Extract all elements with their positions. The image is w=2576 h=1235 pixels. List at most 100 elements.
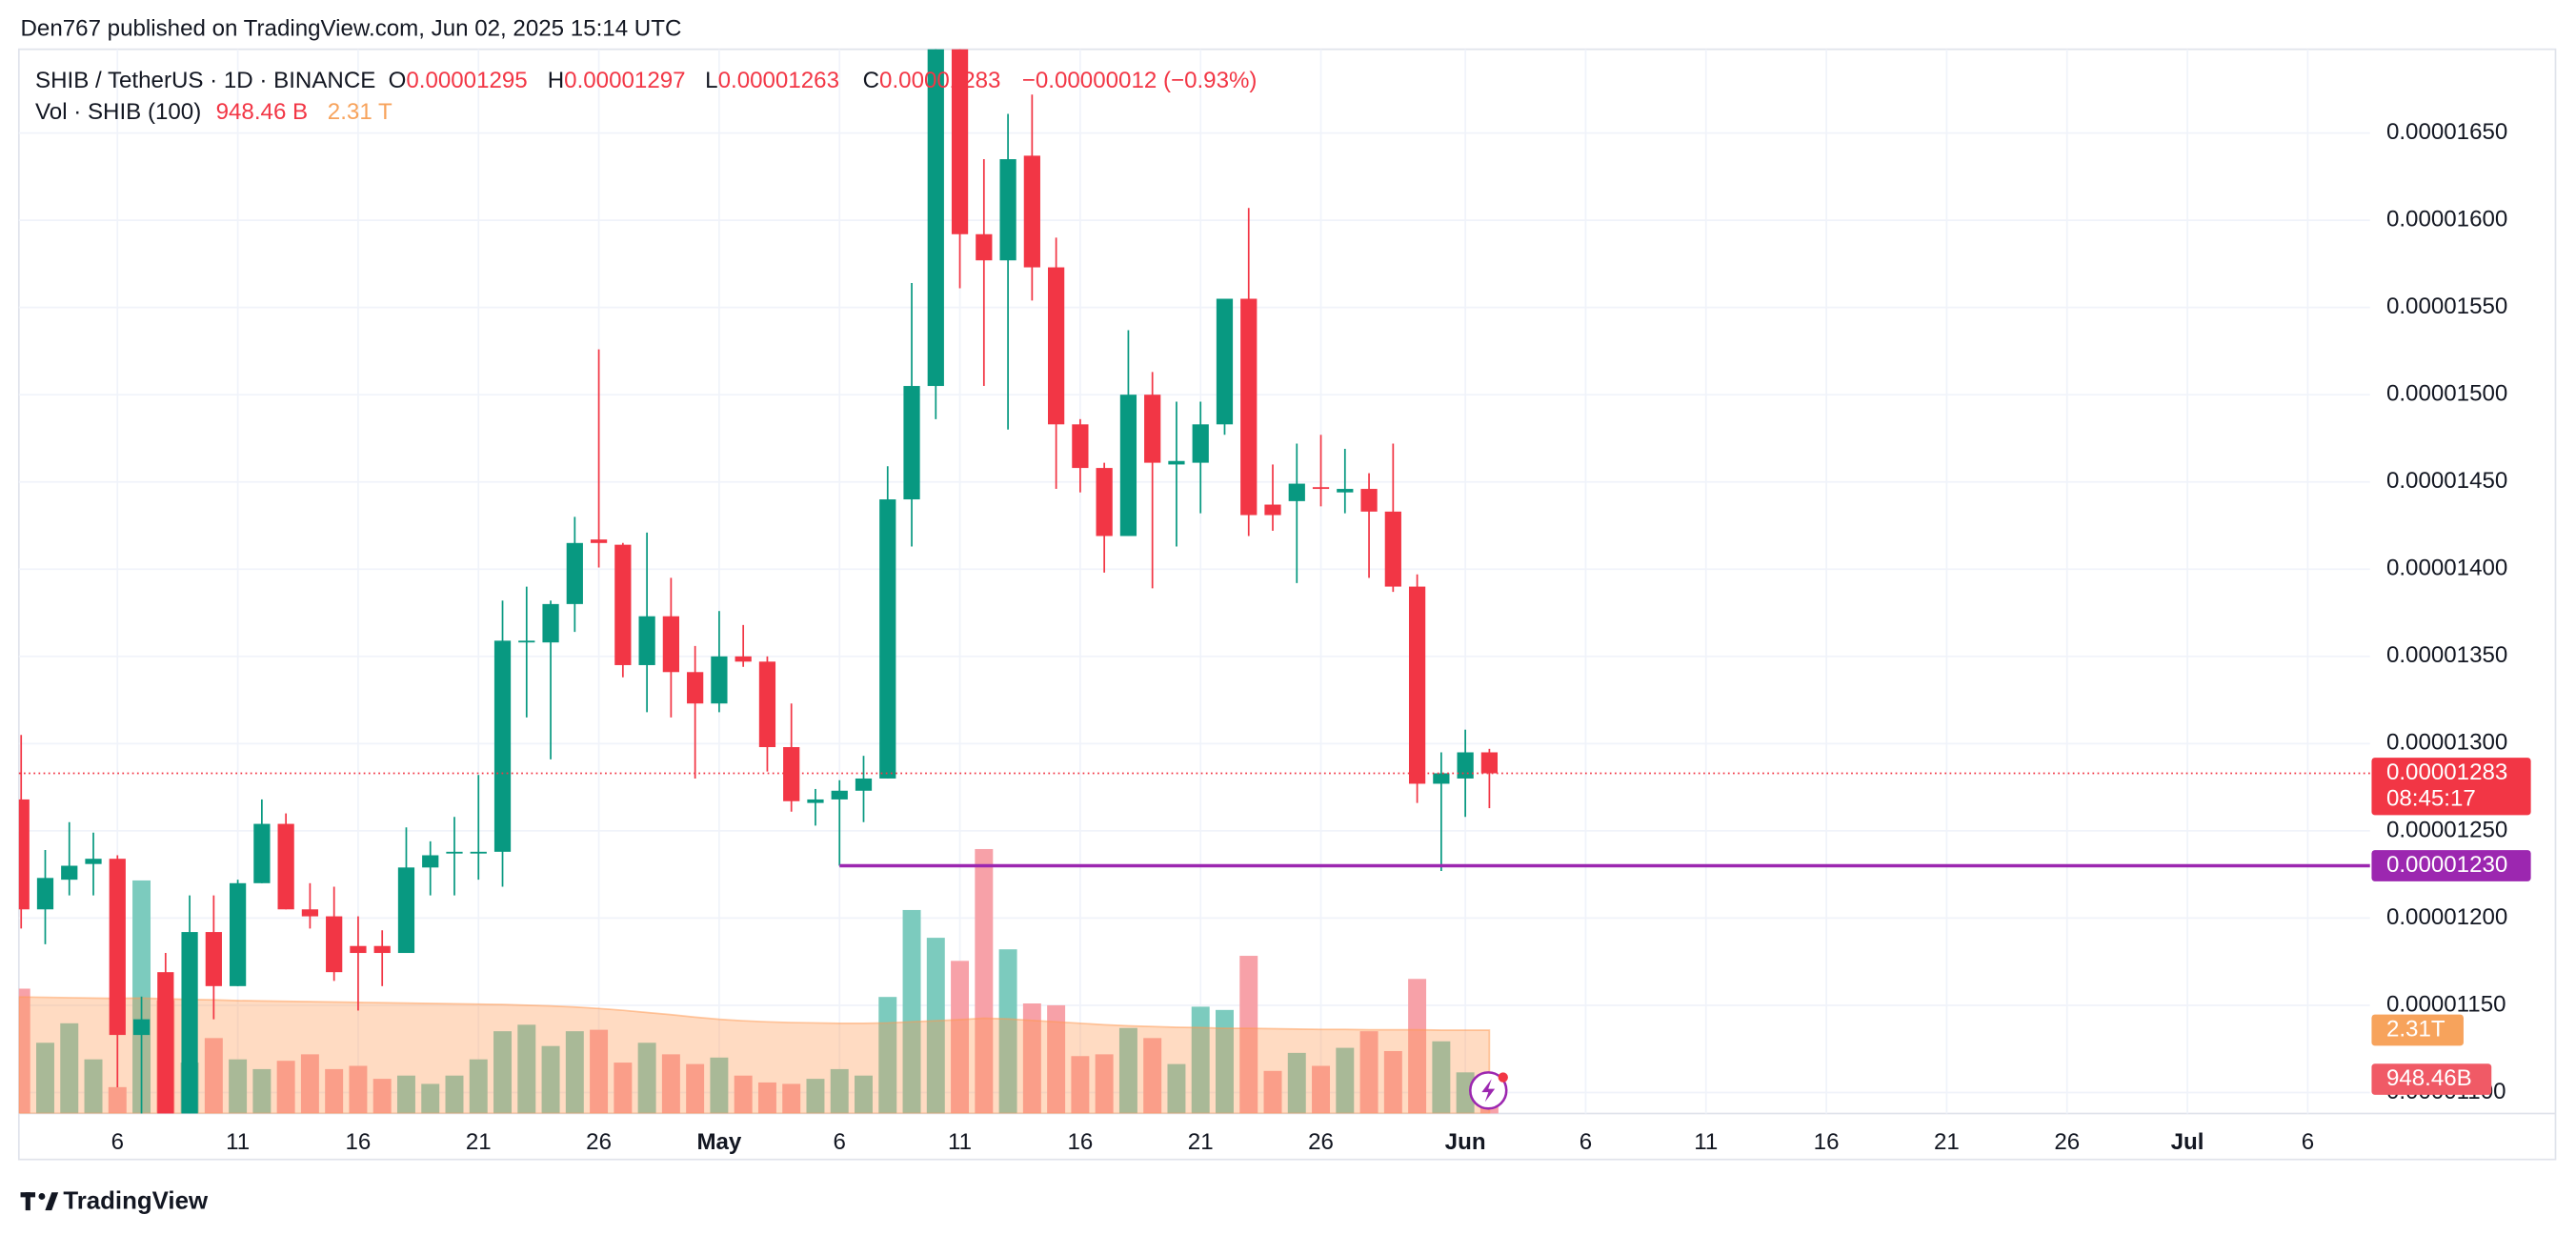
volume-bar — [252, 1068, 272, 1114]
candle-body — [157, 972, 174, 1114]
candle-body — [1168, 460, 1185, 465]
volume-bar — [36, 1043, 54, 1114]
volume-bar — [108, 1086, 127, 1114]
candle-body — [735, 656, 752, 662]
volume-bar — [517, 1024, 536, 1114]
candle-body — [1360, 489, 1378, 512]
y-tick-label: 0.00001650 — [2386, 119, 2507, 145]
candle-body — [373, 945, 391, 954]
x-tick-label: Jun — [1445, 1129, 1486, 1155]
last-price-label-countdown: 08:45:17 — [2386, 785, 2476, 811]
candle-body — [85, 859, 102, 864]
volume-bar — [469, 1059, 488, 1114]
volume-bar — [855, 1075, 873, 1114]
candle-body — [614, 544, 632, 665]
candle-body — [229, 882, 247, 986]
volume-bar — [396, 1075, 415, 1114]
x-tick-label: 21 — [1934, 1129, 1960, 1155]
candle-body — [758, 661, 776, 748]
volume-bar — [229, 1059, 248, 1114]
candle-body — [687, 672, 704, 704]
volume-bar — [902, 909, 921, 1114]
volume-title: Vol · SHIB (100) — [35, 99, 201, 125]
level-label: 0.00001230 — [2386, 852, 2507, 878]
x-tick-label: 21 — [466, 1129, 492, 1155]
candle-body — [1264, 504, 1281, 516]
volume-bar — [1408, 979, 1427, 1114]
x-tick-label: 16 — [1814, 1129, 1840, 1155]
volume-bar — [1215, 1009, 1234, 1114]
candle-body — [1288, 483, 1305, 501]
volume-ma-value: 2.31 T — [328, 99, 392, 125]
candle-body — [903, 386, 920, 500]
y-tick-label: 0.00001250 — [2386, 817, 2507, 842]
candle-body — [1312, 487, 1330, 490]
y-tick-label: 0.00001550 — [2386, 294, 2507, 319]
volume-bar — [1118, 1027, 1137, 1114]
candle-body — [518, 640, 535, 643]
volume-bar — [372, 1079, 392, 1114]
volume-bar — [1239, 956, 1258, 1114]
volume-bar — [1432, 1041, 1451, 1114]
volume-legend: Vol · SHIB (100) 948.46 B 2.31 T — [35, 99, 392, 125]
chart-frame — [17, 48, 2557, 1161]
candle-body — [36, 878, 54, 910]
volume-bar — [1312, 1065, 1331, 1114]
candle-body — [855, 778, 873, 791]
candle-body — [999, 159, 1016, 261]
x-tick-label: 11 — [226, 1129, 250, 1155]
volume-bar — [1047, 1004, 1066, 1114]
candle-body — [807, 799, 824, 803]
volume-bar — [637, 1043, 656, 1114]
volume-ma-area — [18, 996, 1491, 1114]
candle-body — [422, 855, 439, 868]
x-tick-label: 26 — [586, 1129, 612, 1155]
price-pane — [18, 49, 1499, 1114]
x-tick-label: 6 — [111, 1129, 124, 1155]
volume-bar — [830, 1068, 849, 1114]
candle-body — [783, 747, 800, 801]
x-tick-label: 11 — [948, 1129, 972, 1155]
candle-body — [1023, 155, 1040, 268]
y-tick-label: 0.00001600 — [2386, 206, 2507, 232]
y-tick-label: 0.00001300 — [2386, 730, 2507, 756]
x-tick-label: 6 — [1580, 1129, 1592, 1155]
volume-bar — [951, 961, 970, 1114]
change: −0.00000012 (−0.93%) — [1022, 69, 1258, 94]
candle-body — [879, 499, 896, 779]
volume-bar — [445, 1075, 464, 1114]
x-tick-label: 16 — [346, 1129, 372, 1155]
y-tick-label: 0.00001450 — [2386, 468, 2507, 494]
candle-body — [831, 790, 848, 800]
candle-body — [397, 867, 415, 954]
candle-body — [976, 233, 993, 261]
x-tick-label: 21 — [1188, 1129, 1214, 1155]
candle-body — [1408, 586, 1426, 784]
y-tick-label: 0.00001500 — [2386, 381, 2507, 407]
volume-bar — [349, 1065, 368, 1114]
ohlc-value: 0.00001263 — [718, 69, 839, 94]
attribution: Den767 published on TradingView.com, Jun… — [21, 15, 682, 41]
candle-body — [1384, 511, 1401, 587]
volume-bar — [926, 938, 945, 1114]
volume-bar — [998, 949, 1017, 1114]
x-tick-label: May — [696, 1129, 741, 1155]
volume-bar — [710, 1057, 729, 1114]
last-price-label-box — [2371, 758, 2531, 816]
volume-bar — [1336, 1047, 1355, 1114]
volume-ma-label-box — [2371, 1014, 2464, 1046]
volume-bar — [84, 1059, 103, 1114]
candle-body — [326, 916, 343, 973]
volume-bar — [686, 1063, 705, 1114]
y-tick-label: 0.00001400 — [2386, 556, 2507, 581]
x-tick-label: 6 — [834, 1129, 846, 1155]
candle-body — [253, 823, 271, 883]
candle-body — [1433, 773, 1450, 784]
candle-body — [1337, 489, 1354, 493]
candle-body — [350, 945, 367, 954]
volume-bar — [60, 1022, 79, 1114]
brand-logo — [20, 1192, 59, 1211]
volume-bar — [1143, 1038, 1162, 1114]
overlay: 0.000011000.000011500.000012000.00001250… — [18, 119, 2531, 1155]
volume-bar — [204, 1038, 223, 1114]
